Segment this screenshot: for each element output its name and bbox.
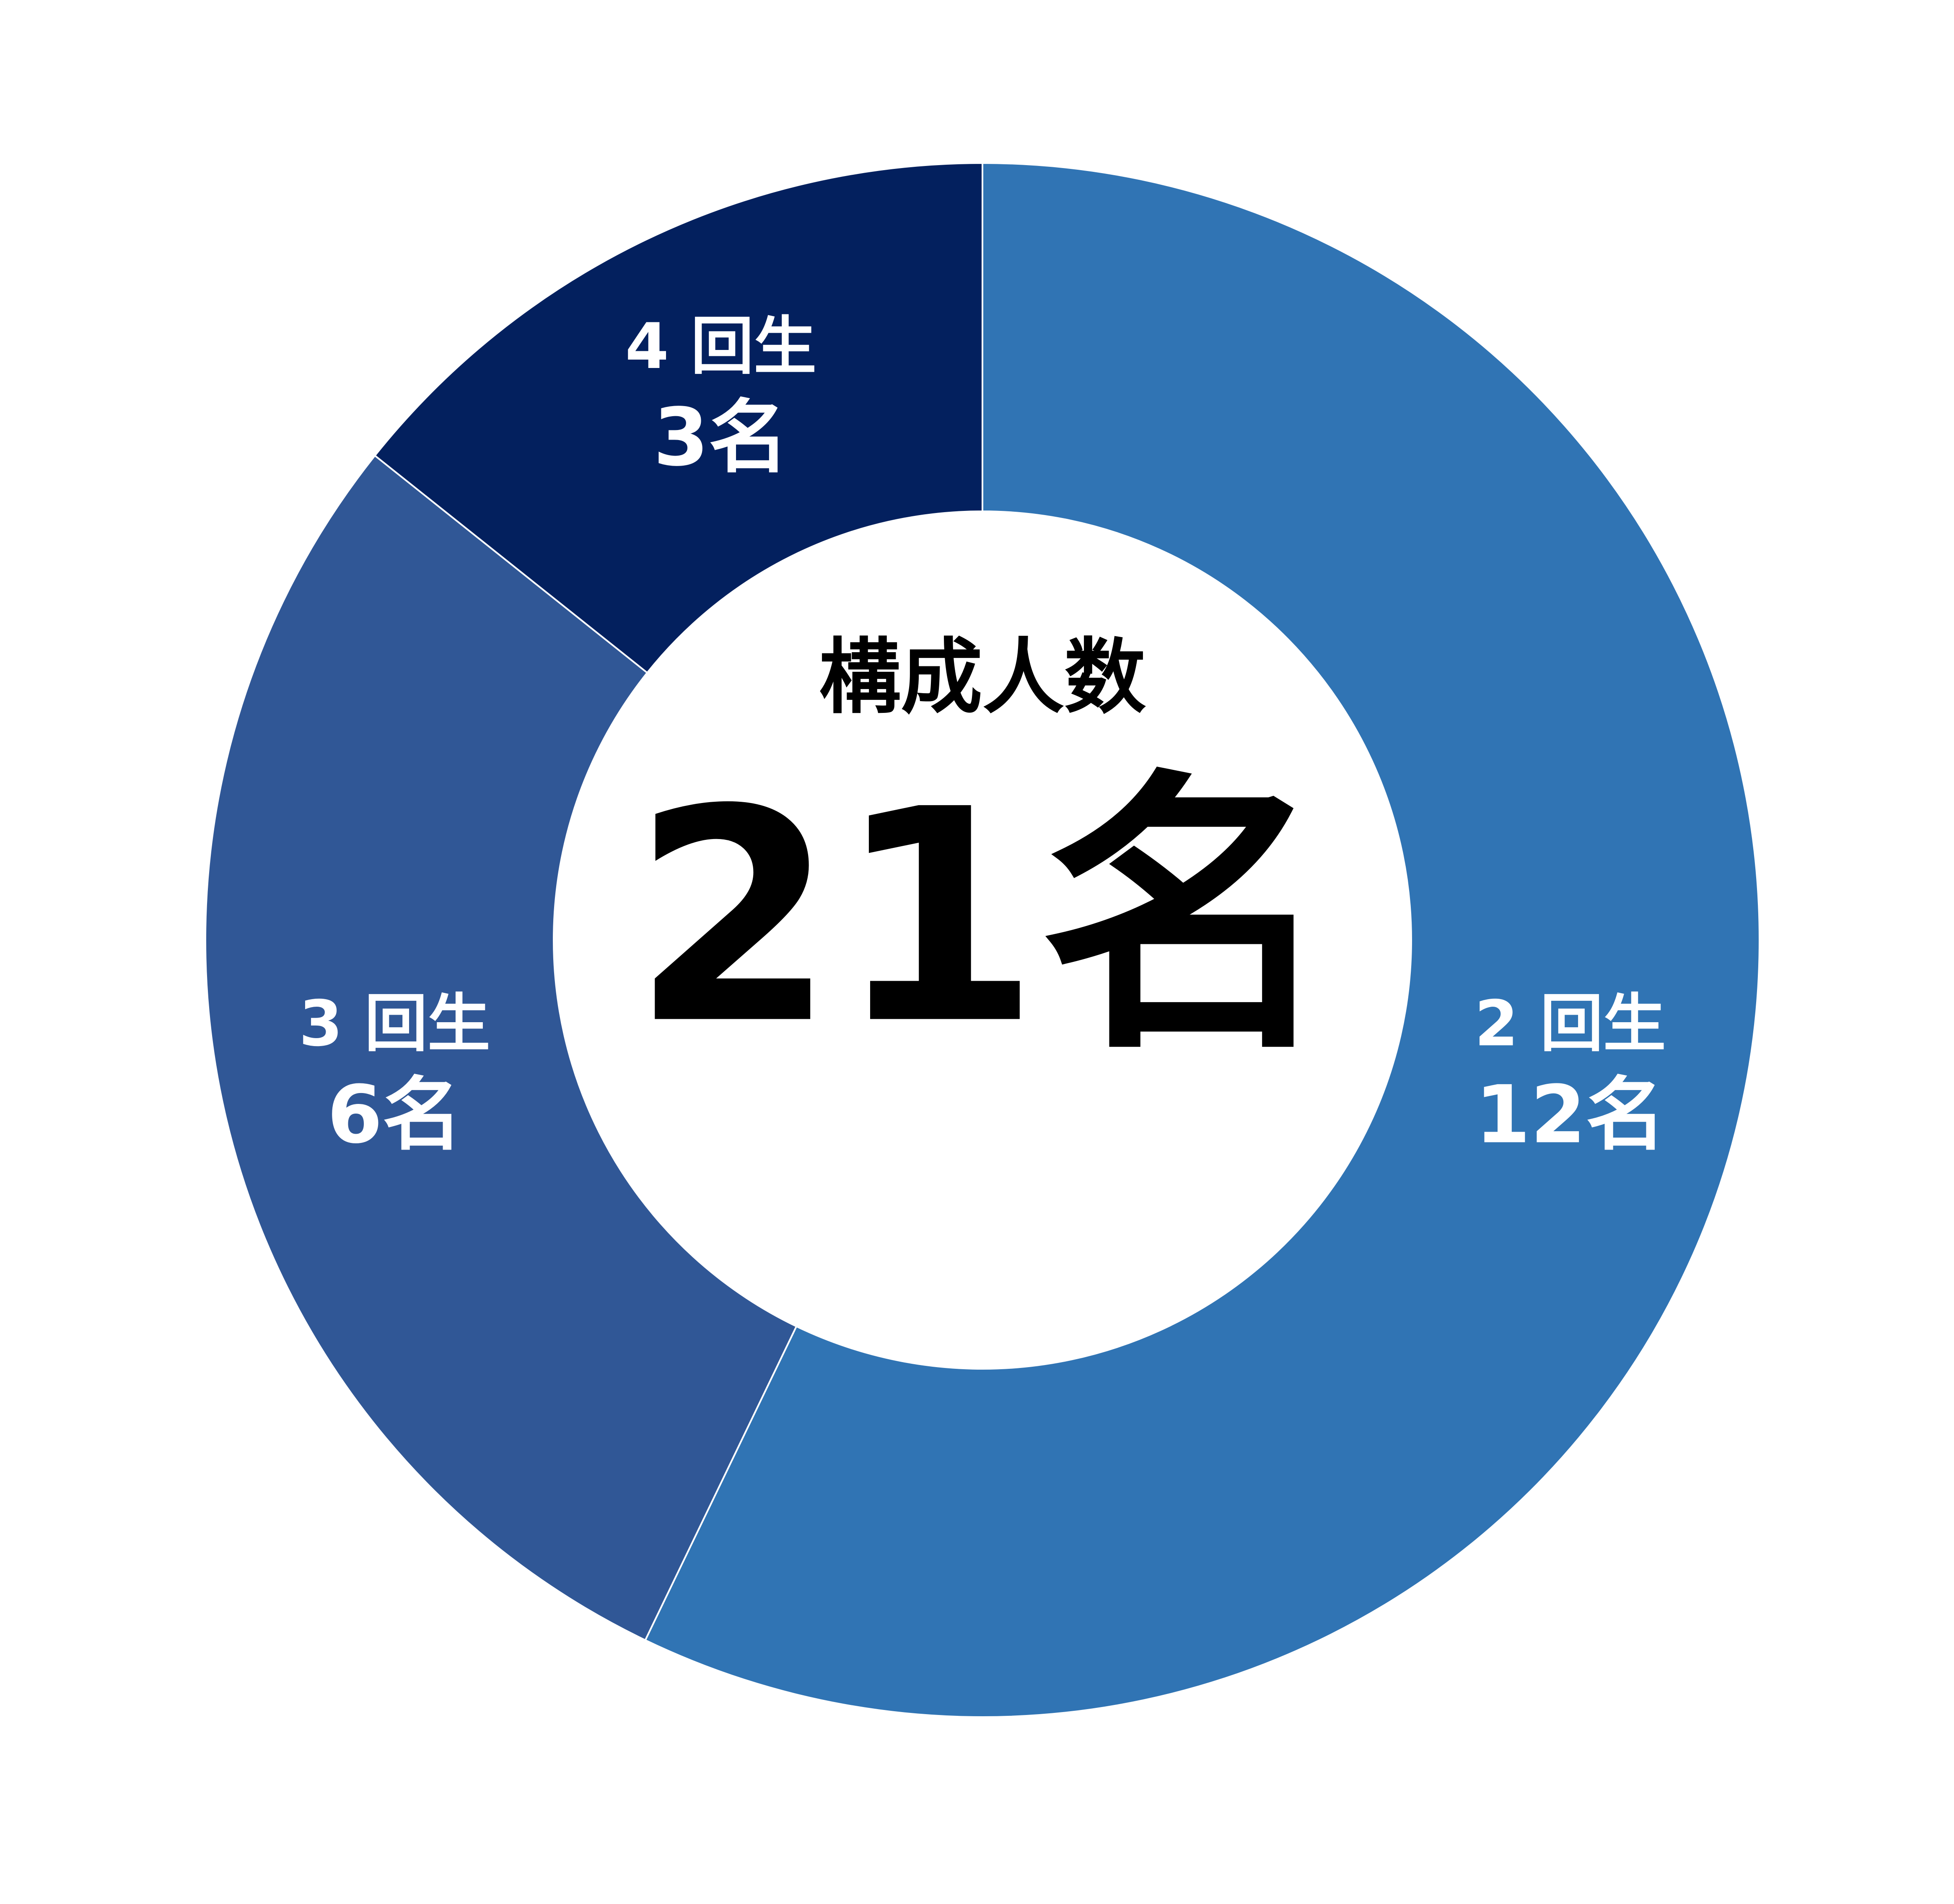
slices	[205, 162, 1760, 1718]
center-title: 構成人数	[819, 629, 1146, 725]
slice-category-label: 3 回生	[299, 987, 490, 1060]
donut-slice	[205, 454, 798, 1642]
donut-slice	[373, 162, 983, 674]
slice-value-label: 3名	[653, 391, 788, 484]
donut-slice	[644, 162, 1760, 1718]
slice-value-label: 12名	[1475, 1068, 1665, 1161]
center-total: 21名	[632, 747, 1333, 1088]
slice-category-label: 4 回生	[625, 310, 817, 383]
slice-category-label: 2 回生	[1475, 987, 1666, 1060]
slice-value-label: 6名	[327, 1068, 462, 1161]
